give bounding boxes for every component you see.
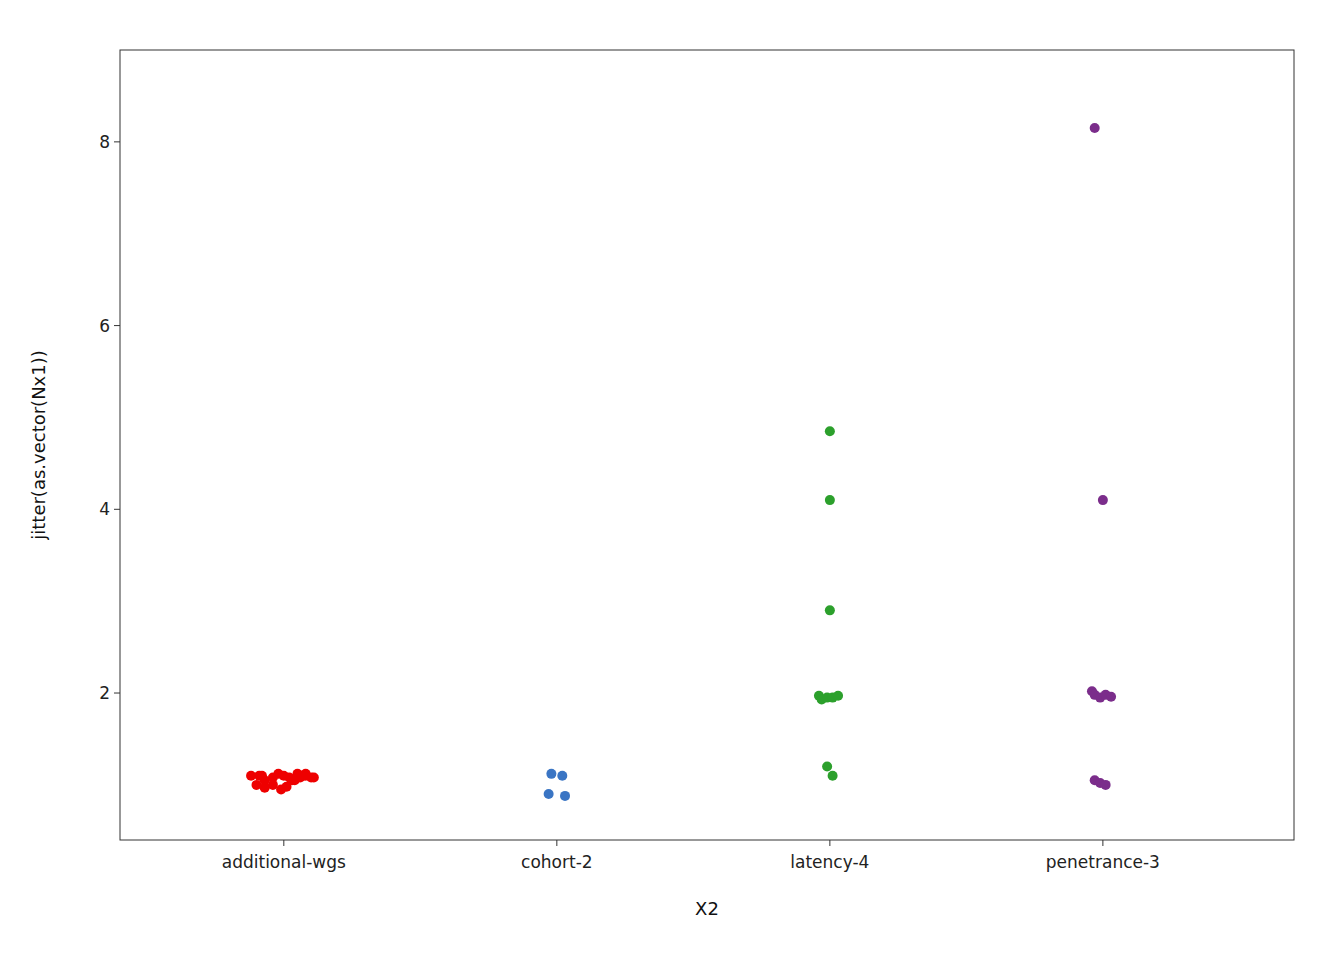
plot-frame xyxy=(120,50,1294,840)
point xyxy=(560,791,570,801)
y-tick-label: 2 xyxy=(99,683,110,703)
series xyxy=(544,769,570,801)
x-tick xyxy=(283,840,284,846)
point xyxy=(1090,123,1100,133)
series xyxy=(1087,123,1116,790)
chart: additional-wgs cohort-2 latency-4 penetranc… xyxy=(0,0,1344,960)
point xyxy=(825,605,835,615)
x-tick xyxy=(829,840,830,846)
y-tick-label: 4 xyxy=(99,499,110,519)
y-tick-label: 6 xyxy=(99,316,110,336)
x-tick xyxy=(556,840,557,846)
series xyxy=(814,426,843,780)
point xyxy=(833,691,843,701)
point xyxy=(825,426,835,436)
x-tick xyxy=(1102,840,1103,846)
y-tick xyxy=(114,325,120,326)
point xyxy=(828,771,838,781)
x-tick-label: cohort-2 xyxy=(521,852,593,872)
point xyxy=(544,789,554,799)
point xyxy=(825,495,835,505)
point xyxy=(1098,495,1108,505)
x-tick-label: penetrance-3 xyxy=(1046,852,1160,872)
point xyxy=(822,762,832,772)
point xyxy=(546,769,556,779)
y-tick-label: 8 xyxy=(99,132,110,152)
y-tick xyxy=(114,509,120,510)
x-axis-label: X2 xyxy=(695,898,719,919)
x-tick-label: additional-wgs xyxy=(222,852,346,872)
point xyxy=(292,769,302,779)
point xyxy=(309,773,319,783)
y-tick xyxy=(114,693,120,694)
x-tick-label: latency-4 xyxy=(790,852,869,872)
point xyxy=(257,771,267,781)
point xyxy=(1101,780,1111,790)
y-tick xyxy=(114,141,120,142)
y-axis-label: jitter(as.vector(Nx1)) xyxy=(28,350,49,540)
point xyxy=(557,771,567,781)
point xyxy=(1106,692,1116,702)
points xyxy=(246,123,1116,801)
series xyxy=(246,769,319,795)
